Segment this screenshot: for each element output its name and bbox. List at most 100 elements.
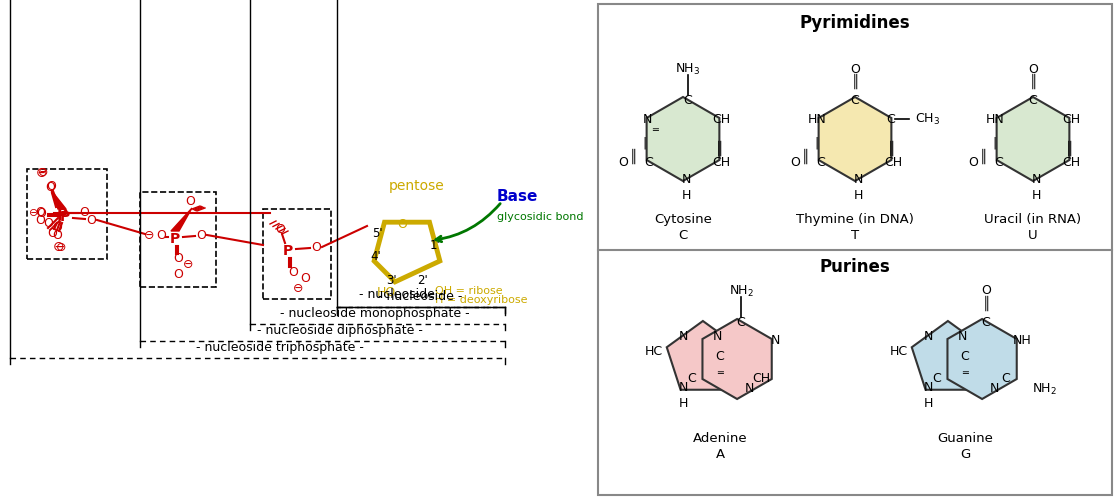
Polygon shape <box>947 319 1016 399</box>
Text: P: P <box>283 244 293 258</box>
Text: N: N <box>1031 173 1041 186</box>
Text: H = deoxyribose: H = deoxyribose <box>435 295 528 305</box>
Text: CH: CH <box>712 156 730 169</box>
Text: ║: ║ <box>802 148 808 164</box>
Text: O: O <box>53 221 61 234</box>
Text: O: O <box>968 156 978 169</box>
Text: NH$_3$: NH$_3$ <box>675 61 701 76</box>
Text: Thymine (in DNA): Thymine (in DNA) <box>796 213 913 226</box>
Text: 1': 1' <box>429 239 440 252</box>
Polygon shape <box>646 97 719 181</box>
Text: NH: NH <box>1013 334 1032 347</box>
Text: O: O <box>86 214 96 227</box>
Text: O: O <box>618 156 628 169</box>
Text: CH: CH <box>1062 156 1080 169</box>
Polygon shape <box>996 97 1070 181</box>
Text: Adenine: Adenine <box>693 433 747 446</box>
Text: O: O <box>36 207 46 220</box>
Text: C: C <box>716 350 724 363</box>
Text: OH = ribose: OH = ribose <box>435 286 503 296</box>
Text: HO: HO <box>377 286 396 299</box>
Text: ⊖: ⊖ <box>144 229 154 242</box>
Text: N: N <box>643 113 652 126</box>
Text: N: N <box>957 330 967 343</box>
Text: N: N <box>770 334 779 347</box>
Text: NH$_2$: NH$_2$ <box>1032 381 1058 397</box>
Text: O: O <box>311 241 321 253</box>
Text: C: C <box>737 316 746 329</box>
Text: O: O <box>982 284 991 297</box>
Text: N: N <box>681 173 691 186</box>
Text: O: O <box>35 214 45 227</box>
Text: 4': 4' <box>370 250 381 262</box>
Text: ⊖: ⊖ <box>182 257 193 270</box>
Text: H: H <box>681 189 691 202</box>
Text: ═: ═ <box>652 125 657 135</box>
Text: ║: ║ <box>979 148 987 164</box>
Text: - nucleoside -: - nucleoside - <box>378 290 462 303</box>
Polygon shape <box>51 190 66 209</box>
Text: Pyrimidines: Pyrimidines <box>799 14 910 32</box>
Text: HN: HN <box>986 113 1004 126</box>
Text: ║: ║ <box>1030 73 1036 89</box>
Text: O: O <box>53 229 61 242</box>
Text: N: N <box>989 383 998 396</box>
Text: - nucleoside triphosphate -: - nucleoside triphosphate - <box>196 341 364 354</box>
Text: CH: CH <box>884 156 902 169</box>
Text: O: O <box>157 229 165 242</box>
Text: O: O <box>850 62 860 75</box>
Text: |: | <box>643 137 647 150</box>
Text: N: N <box>680 381 689 394</box>
Text: CH: CH <box>712 113 730 126</box>
Text: C: C <box>851 93 860 106</box>
Text: O: O <box>79 206 89 219</box>
Polygon shape <box>171 208 192 231</box>
Text: |: | <box>993 137 997 150</box>
Text: C: C <box>960 350 969 363</box>
Text: pentose: pentose <box>389 179 445 193</box>
Bar <box>598 4 1112 495</box>
Text: ║: ║ <box>851 73 859 89</box>
Text: - nucleoside -: - nucleoside - <box>359 288 443 301</box>
Text: ⊖: ⊖ <box>38 166 48 179</box>
Text: CH: CH <box>752 372 770 386</box>
Text: O: O <box>44 217 53 230</box>
Text: ║: ║ <box>716 141 722 156</box>
Text: O: O <box>196 229 206 242</box>
Text: 3': 3' <box>386 274 397 287</box>
Text: ║: ║ <box>888 141 894 156</box>
Text: H: H <box>853 189 863 202</box>
Text: N: N <box>745 383 754 396</box>
Text: N: N <box>712 330 722 343</box>
Text: H: H <box>680 397 689 410</box>
Text: N: N <box>925 330 934 343</box>
Text: O: O <box>173 252 183 265</box>
Text: A: A <box>716 449 724 462</box>
Text: ║: ║ <box>1065 141 1073 156</box>
Text: 2': 2' <box>417 274 428 287</box>
Text: H: H <box>1031 189 1041 202</box>
Text: O: O <box>300 271 310 284</box>
Text: ⊖: ⊖ <box>54 240 65 254</box>
Text: - nucleoside monophosphate -: - nucleoside monophosphate - <box>281 307 470 320</box>
Text: O: O <box>45 181 55 194</box>
Text: O: O <box>288 266 297 279</box>
Text: CH: CH <box>1062 113 1080 126</box>
Text: ║: ║ <box>629 148 637 164</box>
Polygon shape <box>702 319 771 399</box>
Text: |: | <box>815 137 819 150</box>
Text: 5': 5' <box>372 227 382 240</box>
Text: N: N <box>853 173 863 186</box>
Polygon shape <box>912 321 984 390</box>
Text: N: N <box>680 330 689 343</box>
Text: C: C <box>679 229 688 242</box>
Text: Base: Base <box>498 189 539 204</box>
Text: CH$_3$: CH$_3$ <box>915 112 940 127</box>
Text: C: C <box>1002 372 1011 386</box>
Polygon shape <box>666 321 739 390</box>
Text: P: P <box>60 210 70 224</box>
Text: C: C <box>982 316 991 329</box>
Text: C: C <box>645 156 653 169</box>
Text: T: T <box>851 229 859 242</box>
Text: HC: HC <box>645 345 663 358</box>
